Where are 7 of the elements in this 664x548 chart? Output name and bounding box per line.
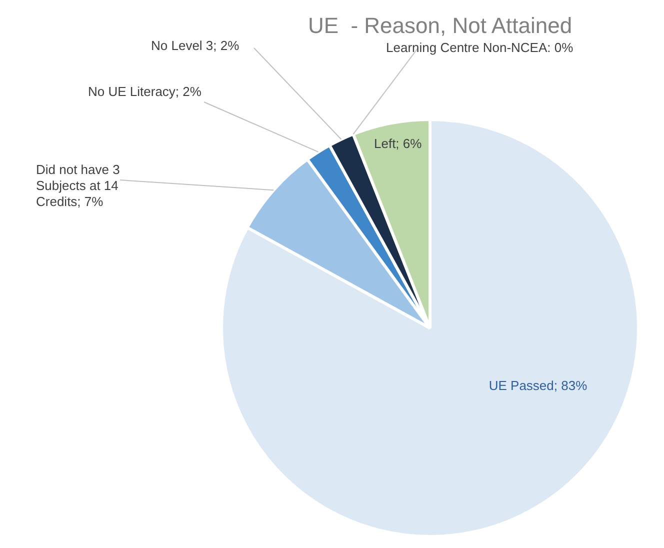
- slice-label: No UE Literacy; 2%: [88, 84, 202, 100]
- slice-label: Did not have 3 Subjects at 14 Credits; 7%: [36, 162, 120, 210]
- slice-label: No Level 3; 2%: [151, 38, 240, 54]
- slice-label: Left; 6%: [374, 136, 422, 152]
- category-label: Learning Centre Non-NCEA: 0%: [386, 40, 574, 56]
- slice-label: UE Passed; 83%: [488, 378, 588, 394]
- chart-title: UE - Reason, Not Attained: [308, 13, 572, 38]
